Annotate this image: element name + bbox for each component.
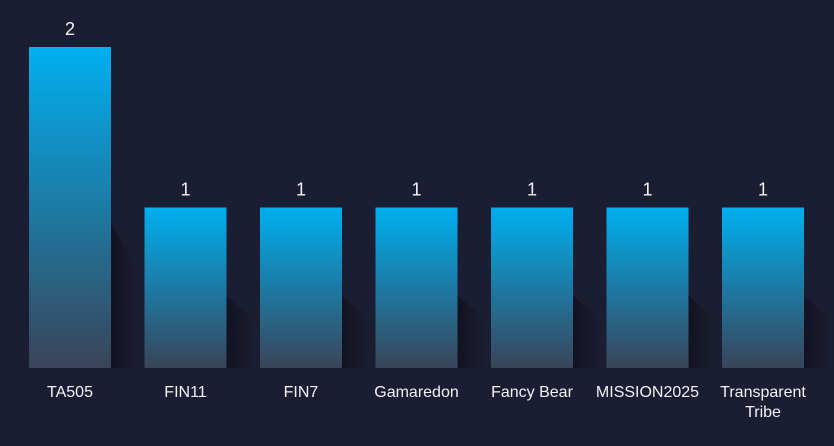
bar-mission2025 <box>606 207 689 368</box>
bar-shadow <box>804 295 832 368</box>
bar-transparent-tribe <box>722 207 804 368</box>
bar-gamaredon <box>375 207 458 368</box>
data-label: 1 <box>527 180 537 200</box>
bar-fancy-bear <box>491 207 573 368</box>
tick-label: Gamaredon <box>374 384 459 401</box>
data-label: 1 <box>411 180 421 200</box>
bar-fin11 <box>144 207 227 368</box>
tick-label: Fancy Bear <box>491 384 573 401</box>
data-label: 1 <box>758 180 768 200</box>
tick-label: FIN7 <box>284 384 319 401</box>
bar-shadow <box>342 295 370 368</box>
bar-shadow <box>573 295 601 368</box>
bar-shadow <box>688 295 717 368</box>
bar-shadow <box>111 223 139 368</box>
data-label: 1 <box>296 180 306 200</box>
tick-label: Transparent Tribe <box>720 384 806 421</box>
data-label: 2 <box>65 19 75 39</box>
bar-shadow <box>457 295 486 368</box>
bar-ta505 <box>29 47 111 368</box>
data-label: 1 <box>180 180 190 200</box>
tick-label: MISSION2025 <box>596 384 699 401</box>
tick-label: TA505 <box>47 384 93 401</box>
data-label: 1 <box>642 180 652 200</box>
bar-shadow <box>226 295 255 368</box>
tick-label: FIN11 <box>164 384 206 401</box>
bar-fin7 <box>260 207 342 368</box>
